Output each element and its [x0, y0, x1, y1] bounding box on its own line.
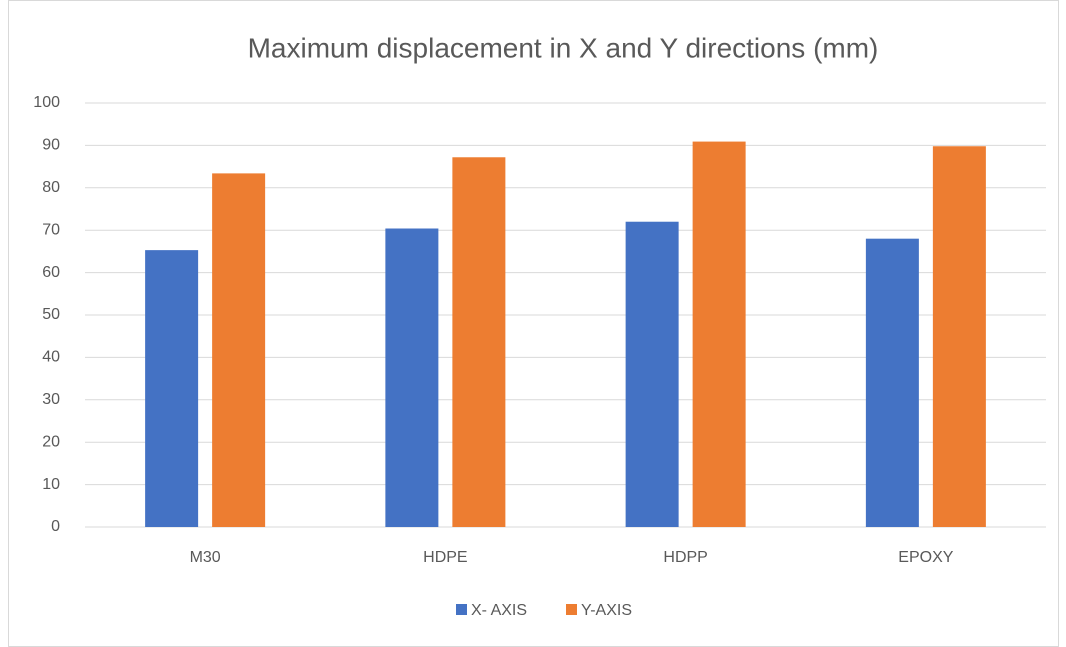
y-tick-label: 20 [42, 433, 60, 450]
y-tick-label: 70 [42, 221, 60, 238]
bar [145, 250, 199, 528]
bar [452, 157, 506, 527]
y-tick-label: 90 [42, 137, 60, 154]
bar [932, 146, 986, 528]
y-tick-label: 30 [42, 391, 60, 408]
y-tick-label: 40 [42, 349, 60, 366]
legend-label: Y-AXIS [581, 602, 632, 619]
bar [692, 141, 746, 528]
x-tick-label: HDPE [423, 549, 467, 566]
y-tick-label: 50 [42, 306, 60, 323]
y-tick-label: 10 [42, 476, 60, 493]
x-tick-label: M30 [190, 549, 221, 566]
y-tick-label: 0 [51, 518, 60, 535]
bar [212, 173, 266, 527]
x-tick-label: EPOXY [898, 549, 953, 566]
y-tick-label: 100 [33, 94, 60, 111]
legend-swatch [456, 604, 467, 615]
bar [625, 221, 679, 527]
legend-label: X- AXIS [471, 602, 527, 619]
bar [865, 238, 919, 527]
y-tick-label: 80 [42, 179, 60, 196]
legend-swatch [566, 604, 577, 615]
bar [385, 228, 439, 527]
chart-title: Maximum displacement in X and Y directio… [248, 32, 879, 63]
y-tick-label: 60 [42, 264, 60, 281]
x-tick-label: HDPP [663, 549, 707, 566]
